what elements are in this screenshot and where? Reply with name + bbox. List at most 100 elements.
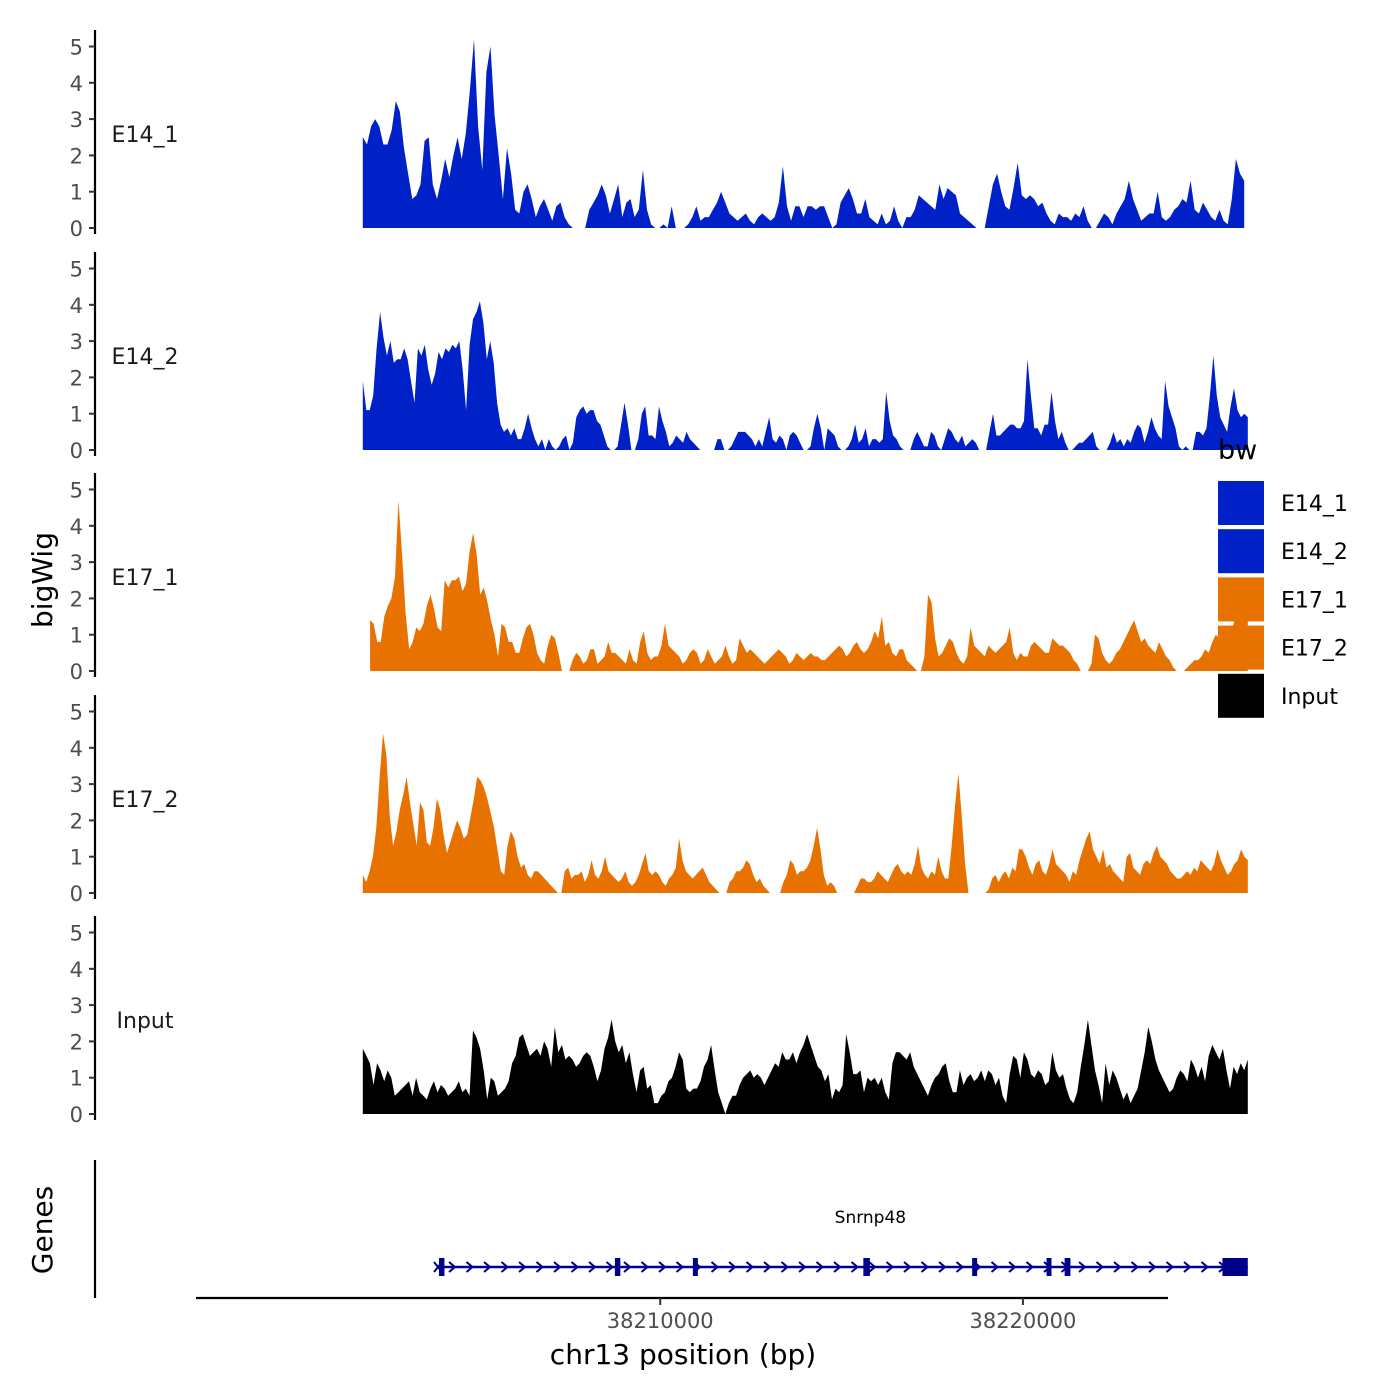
y-tick-label: 3 — [70, 551, 83, 575]
x-axis-title: chr13 position (bp) — [550, 1338, 816, 1371]
strand-arrow — [623, 1261, 632, 1273]
coverage-area-E17_2 — [362, 733, 1248, 893]
strand-arrow — [868, 1261, 877, 1273]
y-tick-label: 1 — [70, 1067, 83, 1091]
exon — [614, 1258, 621, 1276]
strand-arrow — [1200, 1261, 1210, 1273]
legend-label-Input: Input — [1281, 685, 1338, 710]
strand-arrow — [990, 1261, 1000, 1273]
strand-arrow — [1148, 1261, 1157, 1273]
y-tick-label: 4 — [70, 737, 83, 761]
track-label-E17_1: E17_1 — [112, 566, 179, 591]
y-tick-label: 4 — [70, 958, 83, 982]
exon — [692, 1258, 698, 1276]
strand-arrow — [850, 1261, 860, 1273]
coverage-panels: 0 1 2 3 4 5 E14_1 0 1 2 3 4 5 E14_2 0 1 2 3 4 5 E17_1 0 1 2 3 4 5 E… — [70, 30, 1248, 1127]
legend-swatch-Input — [1218, 673, 1264, 718]
strand-arrow — [1025, 1261, 1035, 1273]
y-tick-label: 4 — [70, 72, 83, 96]
legend: bw E14_1 E14_2 E17_1 E17_2 Input — [1218, 435, 1348, 718]
strand-arrow — [588, 1261, 597, 1273]
track-label-E14_2: E14_2 — [112, 345, 179, 370]
strand-arrow — [500, 1261, 510, 1273]
legend-label-E17_2: E17_2 — [1281, 637, 1348, 662]
strand-arrow — [1113, 1261, 1122, 1273]
legend-label-E17_1: E17_1 — [1281, 588, 1348, 613]
strand-arrow — [798, 1261, 807, 1273]
coverage-area-E14_1 — [362, 39, 1245, 229]
legend-swatch-E14_1 — [1218, 481, 1264, 525]
strand-arrow — [675, 1261, 685, 1273]
gene-Snrnp48: Snrnp48 — [433, 1208, 1248, 1276]
exon — [1046, 1258, 1052, 1276]
y-tick-label: 0 — [70, 1103, 83, 1127]
y-tick-label: 4 — [70, 294, 83, 318]
strand-arrow — [518, 1261, 527, 1273]
y-tick-label: 5 — [70, 258, 83, 282]
y-tick-label: 5 — [70, 922, 83, 946]
strand-arrow — [448, 1261, 457, 1273]
exon — [1222, 1258, 1248, 1276]
panel-E14_1: 0 1 2 3 4 5 E14_1 — [70, 30, 1245, 241]
gene-track: Snrnp48 — [93, 1160, 1248, 1298]
y-tick-label: 3 — [70, 994, 83, 1018]
panel-E17_1: 0 1 2 3 4 5 E17_1 — [70, 473, 1248, 684]
y-axis-title: bigWig — [26, 532, 59, 628]
y-tick-label: 4 — [70, 515, 83, 539]
y-tick-label: 2 — [70, 587, 83, 611]
legend-swatch-E17_2 — [1218, 625, 1264, 670]
y-tick-label: 1 — [70, 846, 83, 870]
legend-swatch-E17_1 — [1218, 577, 1264, 622]
track-label-E14_1: E14_1 — [112, 123, 179, 148]
gene-label: Snrnp48 — [835, 1208, 906, 1228]
y-tick-label: 5 — [70, 36, 83, 60]
coverage-area-E14_2 — [362, 301, 1248, 450]
strand-arrow — [938, 1261, 947, 1273]
strand-arrow — [815, 1261, 825, 1273]
strand-arrow — [955, 1261, 965, 1273]
strand-arrow — [553, 1261, 562, 1273]
strand-arrow — [1078, 1261, 1087, 1273]
exon — [1064, 1258, 1071, 1276]
y-tick-label: 0 — [70, 217, 83, 241]
y-tick-label: 0 — [70, 882, 83, 906]
coverage-area-Input — [362, 1019, 1248, 1114]
y-tick-label: 2 — [70, 809, 83, 833]
y-tick-label: 2 — [70, 144, 83, 168]
y-tick-label: 1 — [70, 181, 83, 205]
coverage-area-E17_1 — [370, 500, 1248, 671]
y-tick-label: 2 — [70, 1030, 83, 1054]
strand-arrow — [1165, 1261, 1175, 1273]
strand-arrow — [745, 1261, 755, 1273]
y-tick-label: 3 — [70, 330, 83, 354]
strand-arrow — [920, 1261, 930, 1273]
legend-label-E14_2: E14_2 — [1281, 540, 1348, 565]
y-tick-label: 0 — [70, 439, 83, 463]
strand-arrow — [1095, 1261, 1105, 1273]
y-tick-label: 0 — [70, 660, 83, 684]
panel-E14_2: 0 1 2 3 4 5 E14_2 — [70, 252, 1248, 463]
strand-arrow — [763, 1261, 772, 1273]
y-tick-label: 3 — [70, 108, 83, 132]
strand-arrow — [728, 1261, 737, 1273]
y-tick-label: 5 — [70, 701, 83, 725]
y-tick-label: 1 — [70, 624, 83, 648]
x-tick-label: 38220000 — [969, 1309, 1076, 1333]
x-tick-label: 38210000 — [607, 1309, 714, 1333]
track-label-Input: Input — [117, 1009, 174, 1034]
exon — [439, 1258, 445, 1276]
y-tick-label: 2 — [70, 366, 83, 390]
strand-arrow — [833, 1261, 842, 1273]
genes-axis-title: Genes — [26, 1186, 59, 1274]
strand-arrow — [1183, 1261, 1192, 1273]
strand-arrow — [605, 1261, 615, 1273]
exon — [972, 1258, 978, 1276]
strand-arrow — [535, 1261, 545, 1273]
strand-arrow — [1130, 1261, 1140, 1273]
strand-arrow — [640, 1261, 650, 1273]
y-tick-label: 5 — [70, 479, 83, 503]
legend-swatch-E14_2 — [1218, 529, 1264, 574]
strand-arrow — [780, 1261, 790, 1273]
strand-arrow — [885, 1261, 895, 1273]
